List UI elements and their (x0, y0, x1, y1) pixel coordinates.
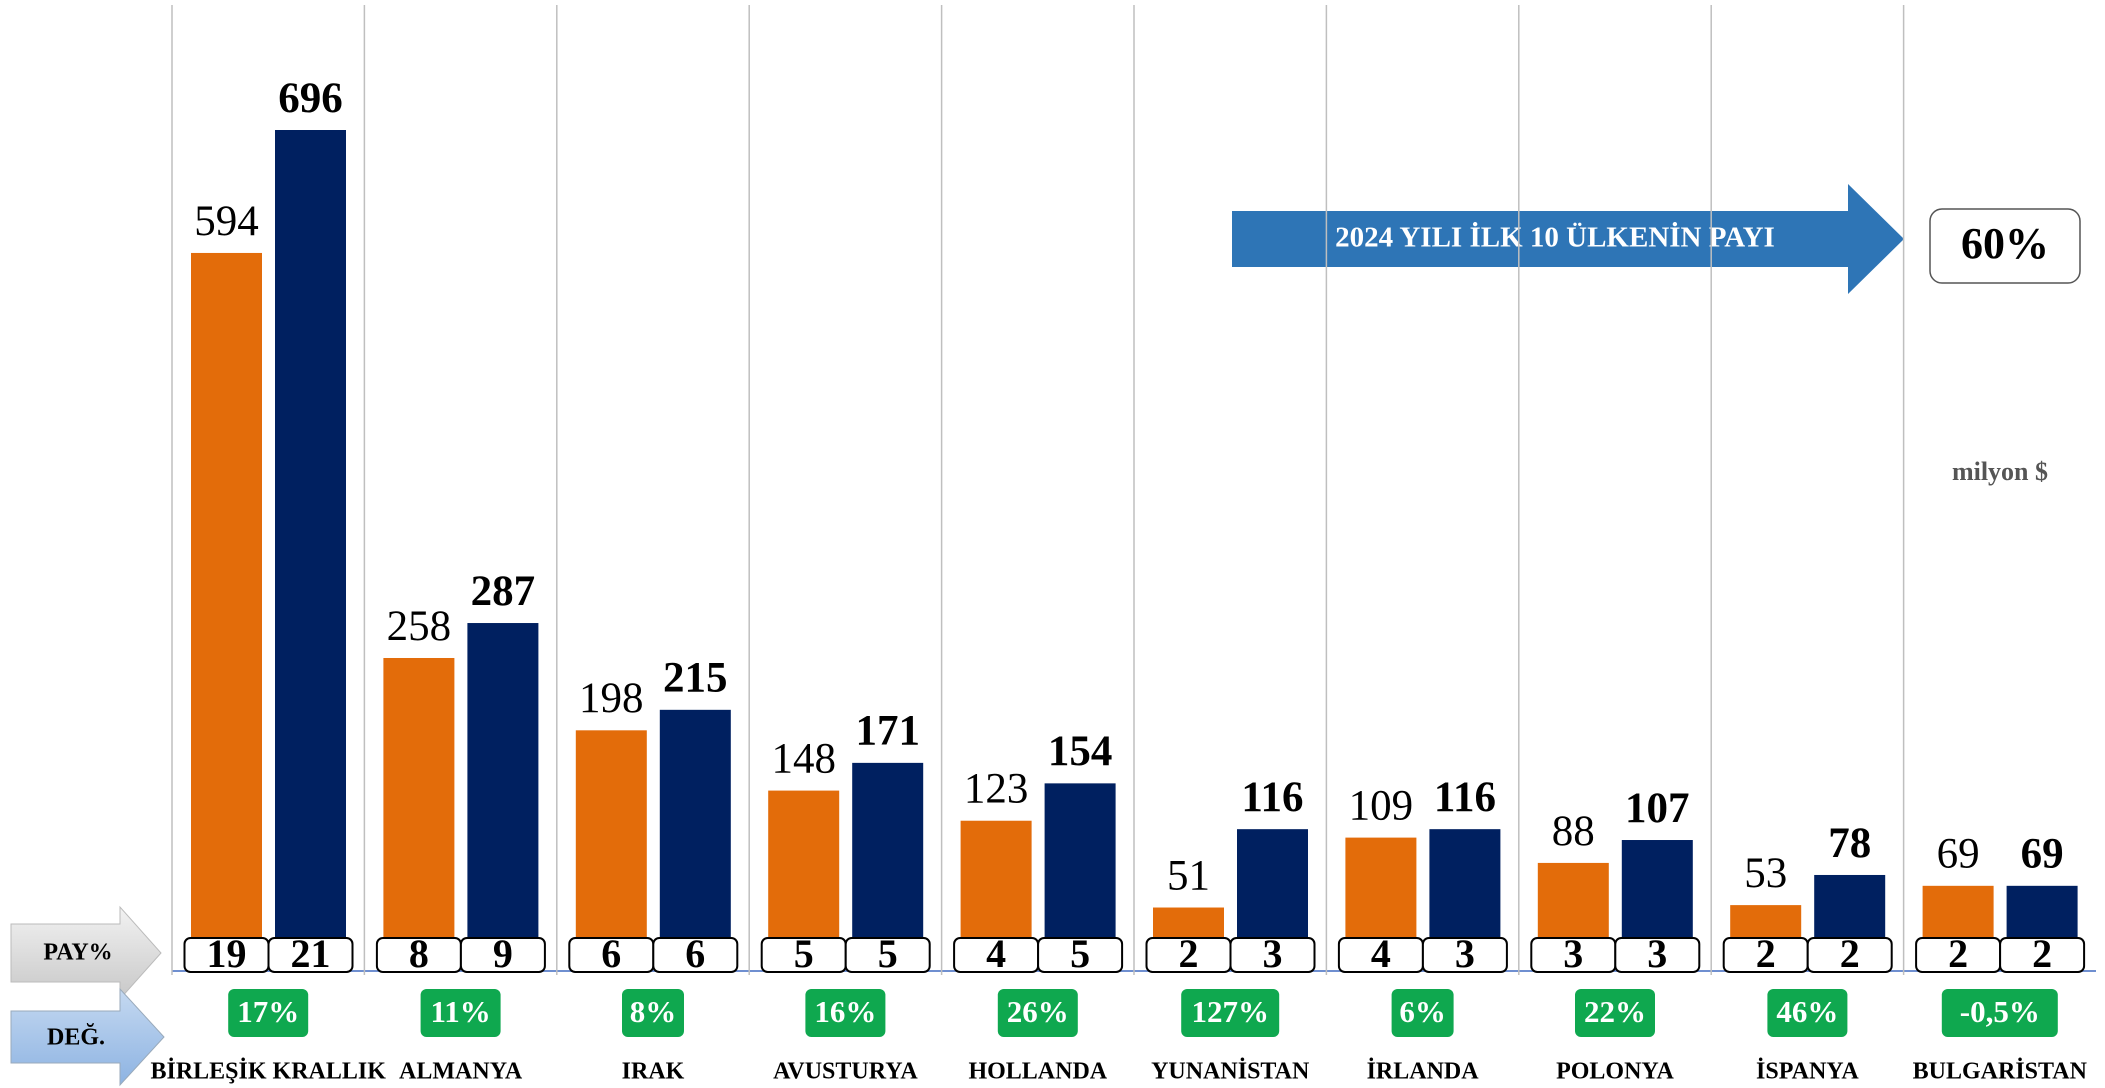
x-tick-label: IRAK (622, 1059, 685, 1085)
x-tick-label: BULGARİSTAN (1913, 1059, 2088, 1085)
share-label: 2 (1948, 931, 1968, 976)
value-label: 69 (2021, 831, 2064, 878)
row-arrow (10, 987, 165, 1087)
bar (659, 709, 731, 969)
share-label: 5 (794, 931, 814, 976)
row-label: PAY% (43, 940, 112, 966)
value-label: 258 (387, 603, 452, 650)
value-label: 78 (1828, 820, 1871, 867)
change-label: 22% (1584, 994, 1646, 1029)
change-label: 17% (237, 994, 299, 1029)
change-box (1391, 989, 1454, 1037)
bar (852, 762, 924, 969)
change-label: 26% (1007, 994, 1069, 1029)
share-box (1037, 937, 1124, 973)
row-arrow (10, 905, 162, 1001)
change-label: 8% (630, 994, 677, 1029)
unit-label: milyon $ (1952, 457, 2048, 486)
share-box (1614, 937, 1701, 973)
value-label: 88 (1552, 808, 1595, 855)
value-label: 287 (471, 568, 536, 615)
change-box (997, 989, 1078, 1037)
share-label: 3 (1563, 931, 1583, 976)
value-label: 198 (579, 675, 644, 722)
share-label: 3 (1647, 931, 1667, 976)
value-label: 215 (663, 655, 728, 702)
value-label: 696 (278, 75, 343, 122)
change-box (1767, 989, 1848, 1037)
x-tick-label: POLONYA (1556, 1059, 1674, 1085)
bar (383, 657, 455, 969)
value-label: 123 (964, 766, 1029, 813)
share-box (459, 937, 546, 973)
share-label: 19 (207, 931, 247, 976)
value-label: 116 (1434, 774, 1496, 821)
share-label: 4 (1371, 931, 1391, 976)
share-box (267, 937, 354, 973)
callout-box (1929, 208, 2081, 284)
share-box (844, 937, 931, 973)
value-label: 51 (1167, 852, 1210, 899)
change-box (805, 989, 886, 1037)
share-label: 9 (493, 931, 513, 976)
share-label: 2 (1756, 931, 1776, 976)
bar (191, 252, 262, 969)
change-label: -0,5% (1960, 994, 2040, 1029)
share-label: 5 (878, 931, 898, 976)
share-box (1999, 937, 2086, 973)
x-tick-label: İSPANYA (1756, 1059, 1859, 1085)
x-tick-label: HOLLANDA (968, 1059, 1107, 1085)
change-box (420, 989, 501, 1037)
value-label: 171 (855, 708, 920, 755)
change-box (1575, 989, 1655, 1037)
change-label: 127% (1191, 994, 1269, 1029)
x-tick-label: İRLANDA (1367, 1059, 1480, 1085)
share-label: 6 (601, 931, 621, 976)
callout-text: 2024 YILI İLK 10 ÜLKENİN PAYI (1335, 221, 1775, 254)
value-label: 148 (771, 735, 836, 782)
value-label: 109 (1349, 782, 1414, 829)
bar (467, 623, 539, 969)
value-label: 107 (1625, 785, 1690, 832)
share-label: 2 (1179, 931, 1199, 976)
change-label: 11% (430, 994, 490, 1029)
x-tick-label: ALMANYA (399, 1059, 523, 1085)
share-label: 5 (1070, 931, 1090, 976)
change-box (1181, 989, 1280, 1037)
value-label: 69 (1937, 831, 1980, 878)
change-label: 6% (1399, 994, 1446, 1029)
change-label: 46% (1776, 994, 1838, 1029)
value-label: 116 (1241, 774, 1303, 821)
share-label: 4 (986, 931, 1006, 976)
x-tick-label: AVUSTURYA (773, 1059, 918, 1085)
change-box (228, 989, 309, 1037)
value-label: 594 (194, 198, 259, 245)
share-box (1229, 937, 1316, 973)
share-label: 3 (1455, 931, 1475, 976)
change-label: 16% (814, 994, 876, 1029)
change-box (622, 989, 684, 1037)
share-box (1421, 937, 1508, 973)
change-box (1941, 989, 2058, 1037)
share-label: 2 (2032, 931, 2052, 976)
callout-arrow (1232, 184, 1904, 294)
share-label: 8 (409, 931, 429, 976)
share-label: 21 (291, 931, 331, 976)
share-box (652, 937, 739, 973)
share-box (1806, 937, 1893, 973)
share-label: 3 (1263, 931, 1283, 976)
row-label: DEĞ. (47, 1024, 105, 1051)
x-tick-label: BİRLEŞİK KRALLIK (150, 1059, 386, 1085)
value-label: 154 (1048, 728, 1113, 775)
x-tick-label: YUNANİSTAN (1151, 1059, 1310, 1085)
bar (575, 730, 647, 969)
value-label: 53 (1744, 850, 1787, 897)
share-label: 6 (685, 931, 705, 976)
bar (275, 130, 346, 969)
callout-value: 60% (1961, 219, 2049, 268)
share-label: 2 (1840, 931, 1860, 976)
